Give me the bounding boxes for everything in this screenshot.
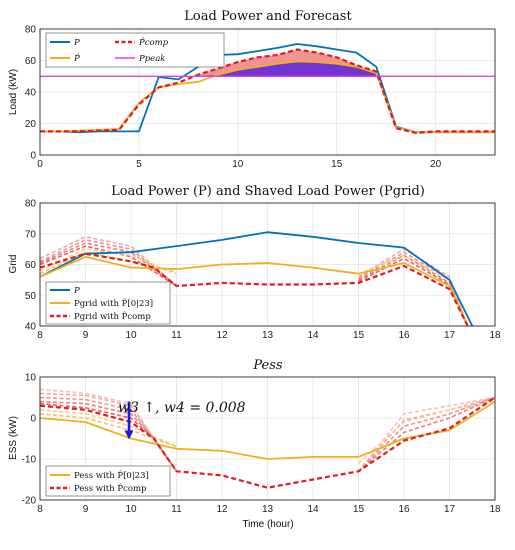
series-line-1 [39, 255, 469, 327]
chart2-xtick: 8 [37, 330, 43, 341]
load-power-chart: Load Power and Forecast Load (kW) 0 5 10 15… [8, 9, 496, 170]
chart1-frame [39, 28, 496, 156]
chart3-xtick: 12 [216, 504, 228, 515]
chart1-legend-phat: P̂ [73, 52, 80, 64]
chart3-frame [39, 376, 496, 501]
chart2-xtick: 13 [262, 330, 274, 341]
chart2-ytick: 80 [25, 199, 37, 210]
chart3-annotation: w3 ↑, w4 = 0.008 [118, 400, 246, 416]
chart2-xtick: 15 [353, 330, 365, 341]
chart2-xtick: 10 [125, 330, 137, 341]
chart1-ylabel: Load (kW) [8, 69, 19, 115]
chart3-xtick: 18 [489, 504, 501, 515]
chart3-xtick: 15 [353, 504, 365, 515]
chart2-ytick: 70 [25, 229, 37, 240]
chart3-xtick: 8 [37, 504, 43, 515]
faded-series-line [358, 254, 469, 327]
faded-series-line [39, 402, 178, 472]
chart3-xtick: 13 [262, 504, 274, 515]
chart3-ytick: 10 [25, 373, 37, 384]
chart1-legend: P P̂ P̂comp Ppeak [45, 32, 225, 68]
chart3-xtick: 14 [307, 504, 319, 515]
chart3-xlabel: Time (hour) [242, 519, 293, 530]
shaded-region-forecast [198, 61, 377, 77]
chart1-legend-p: P [73, 38, 80, 48]
chart3-legend: Pess with P̂[0|23] Pess with P̂comp [45, 465, 171, 497]
faded-series-line [358, 254, 469, 327]
ess-power-chart: Pess ESS (kW) Time (hour) 8 9 10 11 12 13 14 15… [8, 358, 501, 530]
chart2-legend: P Pgrid with P̂[0|23] Pgrid with P̂comp [45, 281, 171, 325]
faded-series-line [39, 396, 178, 472]
faded-series-line [357, 400, 496, 464]
chart2-legend-pgrid-comp: Pgrid with P̂comp [74, 310, 151, 322]
series-line-0 [39, 231, 474, 327]
chart2-xtick: 16 [398, 330, 410, 341]
chart1-ytick: 80 [25, 25, 37, 36]
annotation-arrow [124, 401, 134, 440]
chart3-xtick: 9 [83, 504, 89, 515]
chart2-title: Load Power (P) and Shaved Load Power (Pg… [111, 184, 425, 199]
faded-series-line [39, 242, 177, 287]
chart2-frame [39, 202, 496, 327]
chart3-title: Pess [252, 358, 283, 373]
chart3-xtick: 11 [171, 504, 182, 515]
faded-series-line [39, 251, 177, 275]
chart1-ytick: 60 [25, 56, 37, 67]
faded-series-line [357, 396, 496, 472]
chart2-xtick: 12 [216, 330, 228, 341]
faded-series-line [39, 400, 178, 472]
chart2-ylabel: Grid [8, 255, 19, 274]
chart2-xtick: 17 [444, 330, 456, 341]
chart3-ylabel: ESS (kW) [8, 416, 19, 460]
chart3-xtick: 10 [125, 504, 137, 515]
chart1-ytick: 40 [25, 88, 37, 99]
grid-power-chart: Load Power (P) and Shaved Load Power (Pg… [8, 184, 501, 341]
chart1-xtick: 15 [331, 159, 343, 170]
chart1-xtick: 0 [37, 159, 43, 170]
series-line-2 [40, 48, 495, 134]
chart1-xtick: 5 [136, 159, 142, 170]
chart2-xtick: 14 [307, 330, 319, 341]
faded-series-line [39, 409, 177, 448]
chart2-xtick: 18 [489, 330, 501, 341]
chart3-xtick: 17 [444, 504, 456, 515]
chart3-ytick: -20 [22, 496, 37, 507]
faded-series-line [39, 388, 178, 472]
series-line-1 [39, 396, 496, 489]
chart1-title: Load Power and Forecast [184, 9, 352, 24]
chart1-xtick: 20 [430, 159, 442, 170]
chart3-ytick: 0 [30, 414, 36, 425]
faded-series-line [357, 396, 496, 472]
chart3-ytick: -10 [22, 455, 37, 466]
chart2-xtick: 11 [171, 330, 182, 341]
chart2-legend-p: P [73, 286, 80, 296]
chart2-legend-pgrid-phat: Pgrid with P̂[0|23] [74, 297, 153, 309]
chart2-xtick: 9 [83, 330, 89, 341]
chart2-ytick: 50 [25, 291, 37, 302]
chart1-legend-phat-comp: P̂comp [138, 36, 169, 48]
chart2-ytick: 60 [25, 260, 37, 271]
chart3-legend-pess-comp: Pess with P̂comp [74, 482, 147, 494]
series-line-2 [39, 252, 469, 327]
chart1-ytick: 20 [25, 119, 37, 130]
chart1-legend-ppeak: Ppeak [138, 54, 165, 64]
chart3-xtick: 16 [398, 504, 410, 515]
chart3-legend-pess-phat: Pess with P̂[0|23] [74, 469, 149, 481]
chart2-ytick: 40 [25, 322, 37, 333]
arrow-head [124, 430, 134, 440]
chart1-ytick: 0 [30, 151, 36, 162]
chart1-xtick: 10 [232, 159, 244, 170]
faded-series-line [357, 396, 496, 472]
